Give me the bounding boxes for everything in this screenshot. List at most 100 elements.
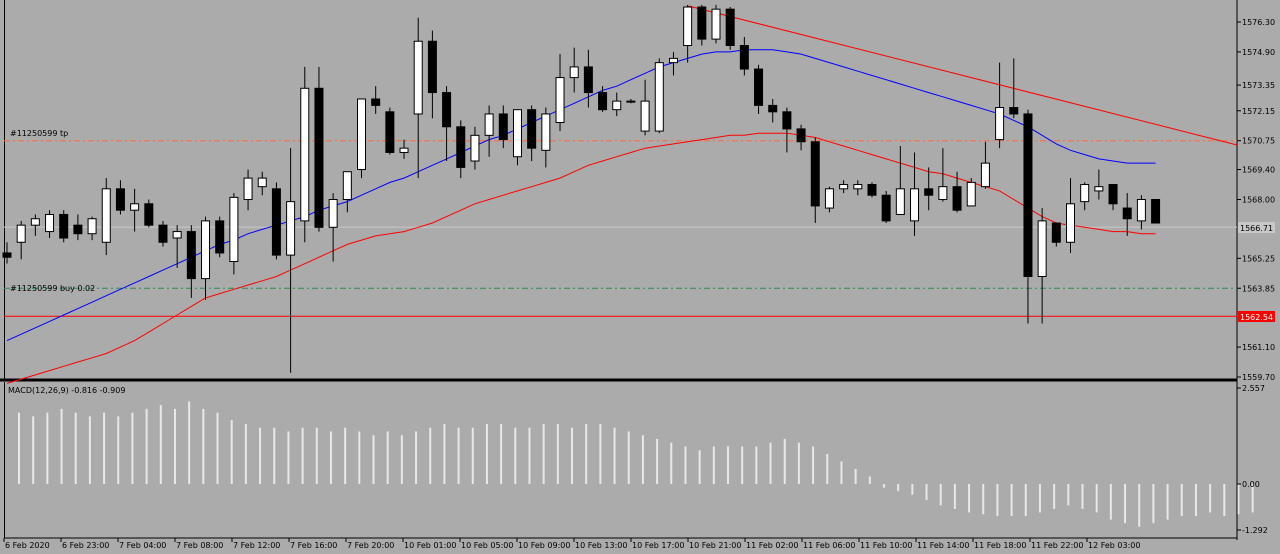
candle-body (853, 184, 863, 190)
macd-title: MACD(12,26,9) -0.816 -0.909 (8, 386, 125, 395)
candle-body (938, 186, 948, 200)
candle-body (257, 177, 267, 188)
candle (442, 86, 452, 162)
candle-body (683, 6, 693, 47)
price-tick-label: 1565.25 (1242, 254, 1275, 263)
candle (1080, 182, 1090, 211)
time-tick-label: 7 Feb 20:00 (347, 541, 394, 550)
candle (824, 186, 834, 213)
candle (910, 152, 920, 236)
candle (966, 178, 976, 207)
trendline[interactable] (688, 5, 1238, 146)
candle-body (101, 188, 111, 243)
candle (286, 148, 296, 373)
price-tick-label: 1568.00 (1242, 196, 1275, 205)
candle-body (1037, 220, 1047, 277)
time-tick-label: 10 Feb 21:00 (689, 541, 741, 550)
candle (952, 171, 962, 213)
macd-tick-label: 2.557 (1242, 384, 1265, 393)
candles (2, 4, 1161, 373)
candle-body (371, 98, 381, 106)
candle (144, 199, 154, 228)
time-tick-label: 11 Feb 10:00 (860, 541, 912, 550)
price-tick-label: 1572.15 (1242, 107, 1275, 116)
candle (16, 220, 26, 260)
candle (2, 242, 12, 264)
candle-body (314, 87, 324, 228)
candle-body (470, 134, 480, 162)
candle (484, 105, 494, 157)
candle-body (626, 100, 636, 103)
candle (895, 146, 905, 215)
candle (399, 139, 409, 159)
candle-body (158, 224, 168, 243)
candle-body (512, 109, 522, 158)
price-tick-label: 1574.90 (1242, 48, 1275, 57)
moving-averages (6, 49, 1156, 384)
candle (980, 141, 990, 189)
candle-body (1108, 184, 1118, 205)
time-tick-label: 10 Feb 13:00 (575, 541, 627, 550)
candle-body (839, 184, 849, 190)
candle (839, 180, 849, 194)
candle (754, 64, 764, 114)
time-tick-label: 11 Feb 14:00 (917, 541, 969, 550)
candle-body (569, 66, 579, 79)
candle (1066, 178, 1075, 253)
candle (470, 126, 480, 170)
time-tick-label: 12 Feb 03:00 (1088, 541, 1140, 550)
candle (598, 86, 608, 112)
candle-body (484, 113, 494, 136)
time-tick-label: 6 Feb 23:00 (62, 541, 109, 550)
candle (427, 30, 437, 119)
candle (59, 210, 69, 243)
candle-body (172, 231, 182, 239)
macd-tick-label: 0.00 (1242, 480, 1260, 489)
candle (385, 107, 395, 155)
candle-body (115, 188, 125, 211)
macd-axis: 2.557 0.00 -1.292 (1237, 384, 1268, 535)
candle-body (342, 171, 352, 200)
candle-body (796, 128, 806, 143)
candle (314, 66, 324, 232)
candle-body (527, 109, 537, 149)
macd-tick-label: -1.292 (1242, 526, 1268, 535)
candle-body (754, 68, 764, 106)
candle (668, 51, 678, 76)
candle-body (456, 126, 466, 168)
candle-body (59, 213, 69, 239)
candle (229, 193, 239, 275)
candle-body (229, 196, 239, 263)
candle (938, 148, 948, 202)
trendline-layer (688, 5, 1238, 146)
candle (654, 58, 664, 134)
candle (881, 190, 891, 224)
candle-body (201, 220, 211, 280)
candle (810, 137, 820, 224)
sl-price-label: 1562.54 (1240, 313, 1273, 322)
candle-body (895, 188, 905, 215)
candle (300, 66, 310, 243)
candle (1037, 208, 1047, 324)
candle (739, 36, 749, 76)
candle (172, 225, 182, 268)
candle (158, 220, 168, 247)
candle-body (16, 224, 26, 243)
time-axis: 6 Feb 2020 6 Feb 23:00 7 Feb 04:00 7 Feb 08… (3, 538, 1140, 550)
candle (512, 109, 522, 166)
candle (101, 178, 111, 256)
candle (87, 216, 97, 241)
time-tick-label: 11 Feb 06:00 (803, 541, 855, 550)
current-price-label: 1566.71 (1240, 224, 1273, 233)
candle-body (654, 62, 664, 132)
current-price-tag (1238, 222, 1275, 233)
candle-body (1151, 199, 1161, 224)
candle-body (1136, 199, 1146, 222)
candle-body (1094, 186, 1104, 192)
candle-body (612, 100, 622, 111)
candle (640, 79, 650, 136)
candle-body (697, 6, 707, 40)
candle-body (1066, 203, 1075, 243)
